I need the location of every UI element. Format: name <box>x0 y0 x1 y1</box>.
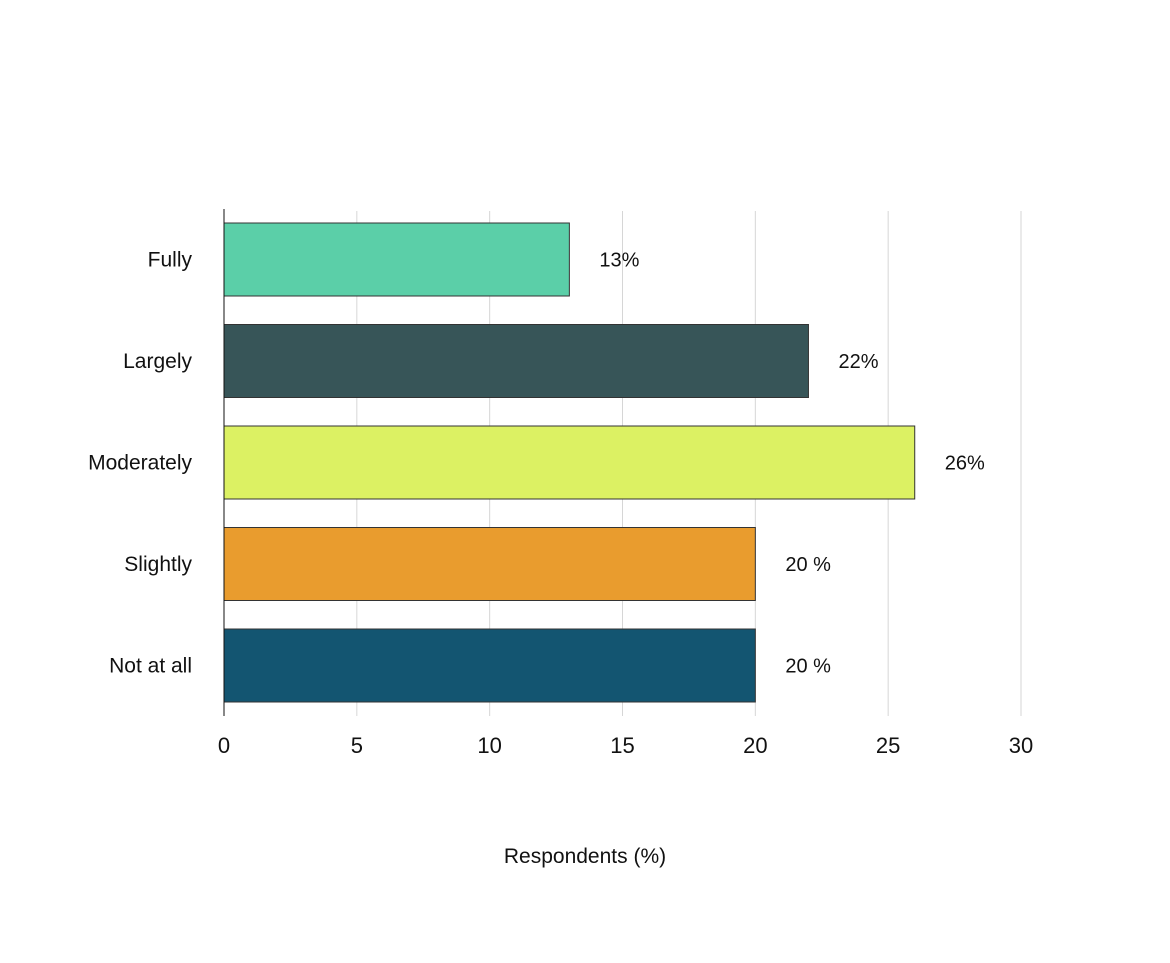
category-label: Moderately <box>88 452 192 475</box>
x-axis-ticks: 0 5 10 15 20 25 30 <box>218 733 1033 758</box>
category-label: Largely <box>123 350 192 373</box>
bar-fully <box>223 222 570 297</box>
x-tick-label: 30 <box>1009 733 1033 758</box>
bars <box>223 222 916 703</box>
x-tick-label: 5 <box>351 733 363 758</box>
data-label: 22% <box>838 351 878 373</box>
x-axis-title: Respondents (%) <box>504 845 666 868</box>
x-tick-label: 0 <box>218 733 230 758</box>
x-tick-label: 15 <box>610 733 634 758</box>
category-label: Not at all <box>109 655 192 678</box>
category-label: Fully <box>148 249 193 272</box>
x-tick-label: 20 <box>743 733 767 758</box>
data-labels: 13% 22% 26% 20 % 20 % <box>599 250 985 678</box>
bar-largely <box>223 324 809 398</box>
x-tick-label: 10 <box>477 733 501 758</box>
bar-not-at-all <box>223 628 756 703</box>
data-label: 20 % <box>785 656 831 678</box>
data-label: 20 % <box>785 554 831 576</box>
bar-moderately <box>223 425 916 500</box>
x-tick-label: 25 <box>876 733 900 758</box>
category-labels: Fully Largely Moderately Slightly Not at all <box>88 249 192 678</box>
bar-slightly <box>223 527 756 601</box>
data-label: 13% <box>599 250 639 272</box>
category-label: Slightly <box>124 553 192 576</box>
data-label: 26% <box>945 453 985 475</box>
